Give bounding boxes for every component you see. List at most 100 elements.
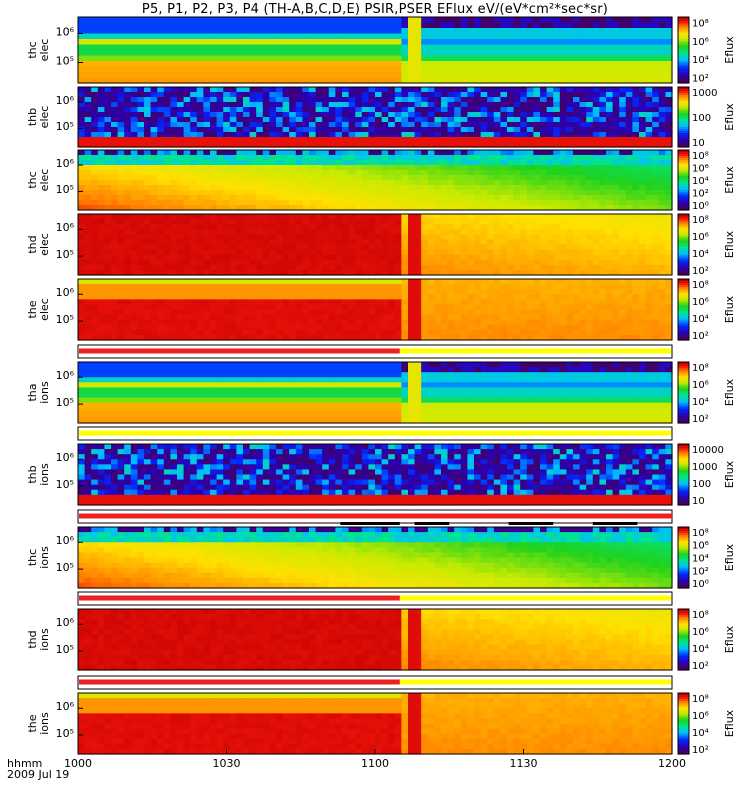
spectrogram-cell — [276, 66, 284, 73]
spectrogram-cell — [170, 112, 178, 118]
spectrogram-cell — [210, 284, 218, 290]
spectrogram-cell — [540, 234, 548, 241]
spectrogram-cell — [130, 150, 138, 156]
colorbar-cell — [678, 91, 689, 94]
spectrogram-cell — [144, 17, 152, 24]
spectrogram-cell — [190, 304, 198, 311]
spectrogram-cell — [639, 102, 647, 108]
spectrogram-cell — [130, 102, 138, 108]
spectrogram-cell — [480, 122, 488, 128]
spectrogram-cell — [546, 102, 554, 108]
spectrogram-cell — [262, 259, 270, 266]
spectrogram-cell — [665, 185, 673, 191]
spectrogram-cell — [480, 180, 488, 186]
spectrogram-cell — [295, 150, 303, 156]
spectrogram-cell — [282, 200, 290, 206]
spectrogram-cell — [559, 239, 567, 246]
spectrogram-cell — [130, 224, 138, 230]
spectrogram-cell — [223, 142, 231, 148]
spectrogram-cell — [540, 122, 548, 128]
spectrogram-cell — [500, 50, 508, 57]
spectrogram-cell — [500, 180, 508, 186]
spectrogram-cell — [309, 122, 317, 128]
spectrogram-cell — [84, 294, 92, 300]
spectrogram-cell — [540, 219, 548, 225]
spectrogram-cell — [513, 259, 521, 266]
spectrogram-cell — [210, 102, 218, 108]
spectrogram-cell — [157, 92, 165, 98]
spectrogram-cell — [652, 17, 660, 24]
spectrogram-cell — [177, 122, 185, 128]
spectrogram-cell — [210, 77, 218, 84]
spectrogram-cell — [566, 112, 574, 118]
spectrogram-cell — [322, 299, 330, 306]
spectrogram-cell — [236, 39, 244, 46]
spectrogram-cell — [322, 284, 330, 290]
spectrogram-cell — [619, 175, 627, 181]
spectrogram-cell — [309, 117, 317, 123]
spectrogram-cell — [414, 17, 422, 24]
spectrogram-cell — [612, 244, 620, 251]
spectrogram-cell — [328, 234, 336, 241]
spectrogram-cell — [223, 66, 231, 73]
spectrogram-cell — [117, 150, 125, 156]
spectrogram-cell — [177, 239, 185, 246]
spectrogram-cell — [533, 269, 541, 276]
spectrogram-cell — [322, 22, 330, 29]
spectrogram-cell — [289, 22, 297, 29]
spectrogram-cell — [216, 229, 224, 235]
spectrogram-cell — [639, 224, 647, 230]
spectrogram-cell — [150, 205, 158, 211]
spectrogram-cell — [559, 87, 567, 93]
spectrogram-cell — [467, 72, 475, 79]
spectrogram-cell — [144, 254, 152, 261]
spectrogram-cell — [84, 92, 92, 98]
spectrogram-cell — [157, 244, 165, 251]
spectrogram-cell — [256, 195, 264, 201]
spectrogram-cell — [513, 22, 521, 29]
spectrogram-cell — [500, 165, 508, 171]
spectrogram-cell — [91, 117, 99, 123]
spectrogram-cell — [309, 329, 317, 336]
spectrogram-cell — [493, 160, 501, 166]
spectrogram-cell — [302, 205, 310, 211]
colorbar-cell — [678, 23, 689, 27]
spectrogram-cell — [130, 61, 138, 68]
spectrogram-cell — [276, 44, 284, 51]
spectrogram-cell — [163, 185, 171, 191]
spectrogram-cell — [361, 97, 369, 103]
spectrogram-cell — [639, 117, 647, 123]
spectrogram-panel-0 — [78, 17, 673, 84]
colorbar-cell — [678, 121, 689, 124]
spectrogram-cell — [493, 97, 501, 103]
spectrogram-cell — [639, 97, 647, 103]
spectrogram-cell — [223, 22, 231, 29]
spectrogram-cell — [203, 319, 211, 326]
spectrogram-cell — [170, 87, 178, 93]
spectrogram-cell — [434, 200, 442, 206]
spectrogram-cell — [559, 200, 567, 206]
spectrogram-cell — [401, 122, 409, 128]
spectrogram-cell — [144, 55, 152, 62]
spectrogram-cell — [500, 17, 508, 24]
spectrogram-cell — [619, 155, 627, 161]
spectrogram-cell — [606, 66, 614, 73]
spectrogram-cell — [355, 39, 363, 46]
spectrogram-cell — [236, 122, 244, 128]
spectrogram-cell — [368, 259, 376, 266]
spectrogram-cell — [309, 44, 317, 51]
spectrogram-cell — [579, 214, 587, 220]
spectrogram-cell — [645, 66, 653, 73]
spectrogram-cell — [335, 72, 343, 79]
spectrogram-cell — [388, 127, 396, 133]
spectrogram-cell — [282, 77, 290, 84]
spectrogram-cell — [328, 97, 336, 103]
spectrogram-cell — [474, 259, 482, 266]
spectrogram-cell — [262, 329, 270, 336]
spectrogram-cell — [150, 44, 158, 51]
spectrogram-cell — [665, 249, 673, 256]
spectrogram-cell — [652, 33, 660, 40]
spectrogram-cell — [335, 107, 343, 113]
spectrogram-cell — [322, 244, 330, 251]
spectrogram-cell — [203, 44, 211, 51]
